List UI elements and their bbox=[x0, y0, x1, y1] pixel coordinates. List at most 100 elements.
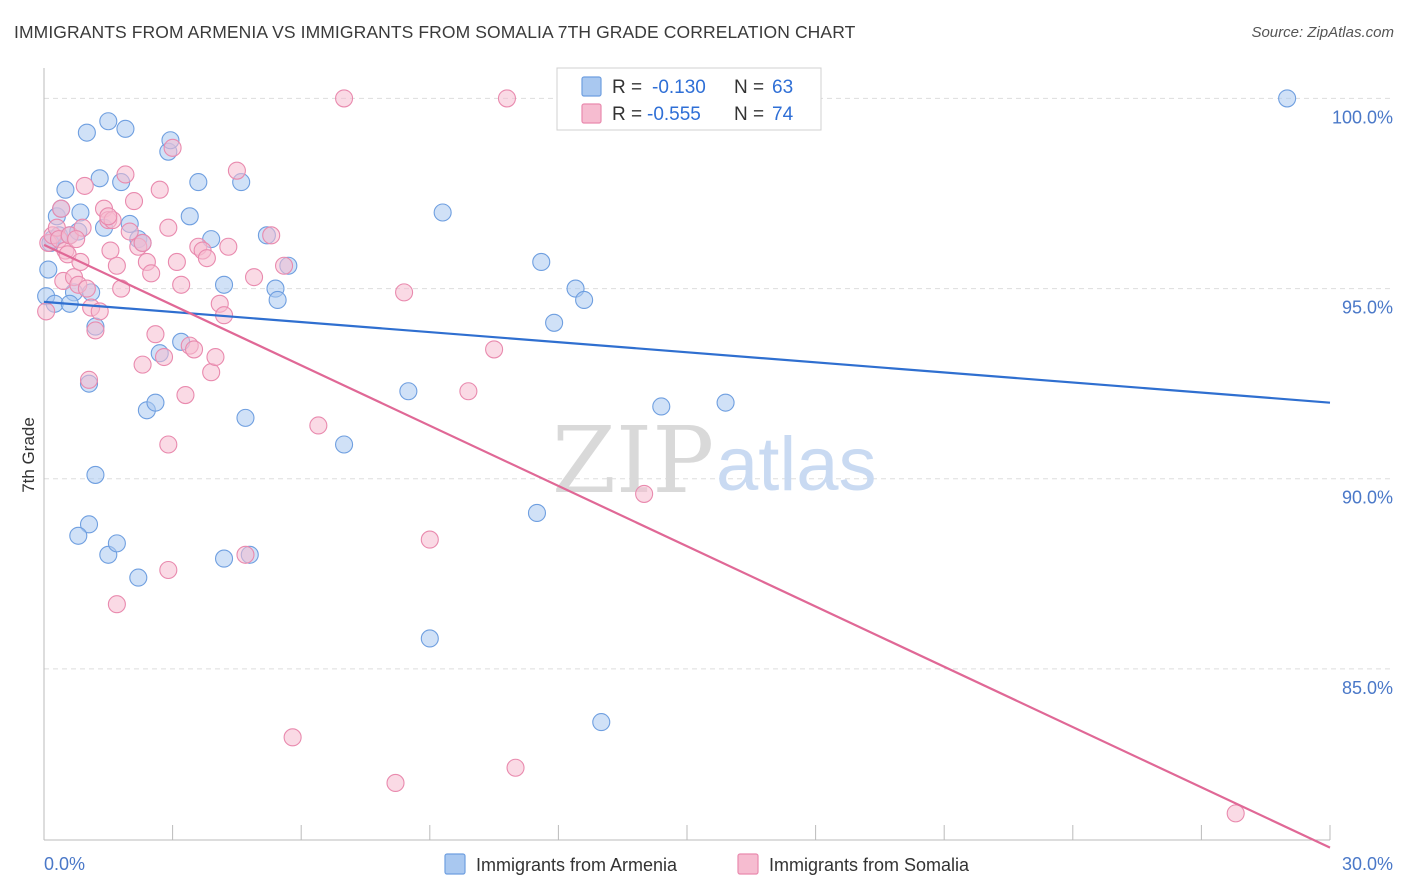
tick-labels: 85.0% 90.0% 95.0% 100.0% 0.0% 30.0% bbox=[44, 107, 1393, 874]
data-point-armenia bbox=[129, 568, 148, 587]
data-point-somalia bbox=[335, 89, 354, 108]
data-point-somalia bbox=[395, 283, 414, 302]
data-point-somalia bbox=[101, 241, 120, 260]
data-point-armenia bbox=[86, 465, 105, 484]
data-point-armenia bbox=[189, 173, 208, 192]
data-point-somalia bbox=[635, 484, 654, 503]
legend-swatch-armenia bbox=[581, 76, 602, 97]
source-label: Source: ZipAtlas.com bbox=[1251, 24, 1394, 41]
data-point-somalia bbox=[1226, 804, 1245, 823]
data-point-somalia bbox=[206, 347, 225, 367]
data-point-armenia bbox=[71, 203, 90, 222]
data-point-armenia bbox=[268, 290, 287, 310]
data-point-somalia bbox=[146, 325, 165, 344]
data-point-armenia bbox=[335, 435, 354, 454]
bottom-legend-swatch-armenia bbox=[444, 853, 466, 875]
data-point-somalia bbox=[75, 176, 94, 195]
chart-title: IMMIGRANTS FROM ARMENIA VS IMMIGRANTS FR… bbox=[14, 22, 856, 42]
legend-r-value-armenia: -0.130 bbox=[652, 77, 706, 98]
data-point-somalia bbox=[120, 222, 139, 241]
y-tick-label: 95.0% bbox=[1342, 298, 1393, 318]
series-somalia-points bbox=[37, 89, 1245, 823]
legend-r-label-somalia: R = bbox=[612, 104, 642, 125]
data-point-armenia bbox=[420, 629, 439, 648]
data-point-armenia bbox=[79, 515, 99, 534]
data-point-somalia bbox=[67, 230, 86, 249]
data-point-somalia bbox=[244, 268, 264, 287]
watermark-zip: ZIP bbox=[552, 407, 714, 514]
legend-n-label-somalia: N = bbox=[734, 104, 764, 125]
data-point-somalia bbox=[159, 435, 178, 454]
data-point-somalia bbox=[159, 218, 178, 237]
data-point-armenia bbox=[77, 123, 96, 142]
data-point-armenia bbox=[575, 290, 594, 310]
stats-legend: R = -0.130 N = 63 R = -0.555 N = 74 bbox=[556, 67, 822, 131]
data-point-somalia bbox=[275, 256, 294, 275]
data-point-somalia bbox=[86, 321, 105, 340]
data-point-somalia bbox=[79, 370, 99, 389]
data-point-somalia bbox=[142, 264, 161, 283]
x-tick-label: 0.0% bbox=[44, 854, 85, 874]
data-point-armenia bbox=[214, 275, 234, 294]
data-point-armenia bbox=[107, 534, 126, 553]
data-point-somalia bbox=[236, 545, 255, 564]
data-point-somalia bbox=[219, 237, 238, 256]
data-point-armenia bbox=[399, 382, 418, 401]
data-point-armenia bbox=[214, 549, 234, 568]
data-point-somalia bbox=[497, 89, 517, 108]
data-point-armenia bbox=[180, 207, 199, 226]
data-point-armenia bbox=[1278, 89, 1297, 108]
legend-n-value-somalia: 74 bbox=[772, 104, 794, 125]
data-point-armenia bbox=[146, 393, 165, 412]
data-point-somalia bbox=[420, 530, 439, 549]
data-point-somalia bbox=[124, 192, 144, 211]
y-tick-label: 90.0% bbox=[1342, 488, 1393, 508]
legend-r-value-somalia: -0.555 bbox=[647, 104, 701, 125]
data-point-somalia bbox=[202, 363, 221, 382]
data-point-armenia bbox=[90, 169, 109, 188]
legend-swatch-somalia bbox=[581, 103, 602, 124]
data-point-somalia bbox=[227, 161, 246, 180]
data-point-somalia bbox=[176, 386, 195, 405]
x-tick-label: 30.0% bbox=[1342, 854, 1393, 874]
data-point-somalia bbox=[167, 252, 186, 272]
data-point-armenia bbox=[56, 180, 75, 199]
trend-line-armenia bbox=[43, 300, 1331, 404]
data-point-armenia bbox=[236, 408, 255, 427]
data-point-armenia bbox=[69, 526, 88, 545]
data-point-armenia bbox=[652, 397, 671, 416]
legend-n-value-armenia: 63 bbox=[772, 77, 793, 98]
data-point-somalia bbox=[107, 595, 126, 614]
data-point-armenia bbox=[716, 393, 735, 412]
watermark: ZIP atlas bbox=[552, 407, 877, 514]
watermark-atlas: atlas bbox=[716, 422, 877, 507]
data-point-somalia bbox=[163, 138, 182, 157]
series-armenia-points bbox=[37, 89, 1297, 732]
data-point-somalia bbox=[37, 302, 56, 321]
legend-n-label-armenia: N = bbox=[734, 77, 764, 98]
data-point-armenia bbox=[545, 313, 564, 332]
legend-r-label-armenia: R = bbox=[612, 77, 642, 98]
bottom-legend-label-somalia: Immigrants from Somalia bbox=[769, 855, 970, 875]
data-point-armenia bbox=[39, 260, 58, 279]
data-point-somalia bbox=[197, 249, 216, 268]
data-point-somalia bbox=[172, 275, 191, 294]
data-point-armenia bbox=[116, 119, 135, 138]
data-point-somalia bbox=[116, 165, 135, 184]
trend-line-somalia bbox=[43, 243, 1331, 849]
data-point-somalia bbox=[52, 199, 71, 218]
data-point-somalia bbox=[283, 728, 302, 747]
data-point-somalia bbox=[133, 355, 152, 374]
data-point-somalia bbox=[77, 279, 96, 298]
bottom-legend-swatch-somalia bbox=[737, 853, 759, 875]
data-point-somalia bbox=[150, 180, 169, 199]
data-point-armenia bbox=[433, 203, 452, 222]
data-point-somalia bbox=[154, 347, 174, 367]
data-point-somalia bbox=[459, 382, 478, 401]
data-point-armenia bbox=[532, 252, 551, 272]
data-point-somalia bbox=[386, 773, 405, 793]
data-point-somalia bbox=[184, 340, 204, 359]
data-point-somalia bbox=[262, 226, 281, 245]
data-point-armenia bbox=[592, 713, 611, 732]
